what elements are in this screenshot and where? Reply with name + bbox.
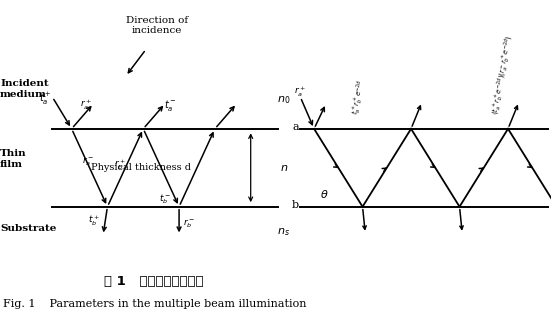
Text: $t_b^-$: $t_b^-$ <box>159 192 171 205</box>
Text: Incident
medium: Incident medium <box>0 79 48 99</box>
Text: Physical thickness d: Physical thickness d <box>90 163 191 172</box>
Text: $t_a^+r_b^+e^{-2d}$: $t_a^+r_b^+e^{-2d}$ <box>349 78 369 116</box>
Text: $r_a^-$: $r_a^-$ <box>82 155 94 168</box>
Text: $r_b^+$: $r_b^+$ <box>114 157 126 172</box>
Text: $r_a^+$: $r_a^+$ <box>80 98 92 112</box>
Text: $n_0$: $n_0$ <box>277 94 290 106</box>
Text: $t_b^+$: $t_b^+$ <box>88 214 100 228</box>
Text: $r_a^+$: $r_a^+$ <box>294 85 306 99</box>
Text: $n$: $n$ <box>279 163 288 173</box>
Text: $(t_a^+r_b^+e^{-2d})(r_a^-r_b^+e^{-2d})$: $(t_a^+r_b^+e^{-2d})(r_a^-r_b^+e^{-2d})$ <box>489 34 517 116</box>
Text: Fig. 1    Parameters in the multiple beam illumination: Fig. 1 Parameters in the multiple beam i… <box>3 299 306 309</box>
Text: Substrate: Substrate <box>0 225 56 233</box>
Text: $t_a^-$: $t_a^-$ <box>164 98 177 114</box>
Text: 图 1   多光束干涉的参数: 图 1 多光束干涉的参数 <box>105 275 204 288</box>
Text: Thin
film: Thin film <box>0 149 26 169</box>
Text: $t_a^+$: $t_a^+$ <box>39 91 52 107</box>
Text: $\theta$: $\theta$ <box>320 188 328 200</box>
Text: Direction of
incidence: Direction of incidence <box>126 16 188 35</box>
Text: $n_s$: $n_s$ <box>277 226 290 238</box>
Text: a: a <box>292 122 299 132</box>
Text: b: b <box>292 200 299 210</box>
Text: $r_b^-$: $r_b^-$ <box>183 218 195 231</box>
